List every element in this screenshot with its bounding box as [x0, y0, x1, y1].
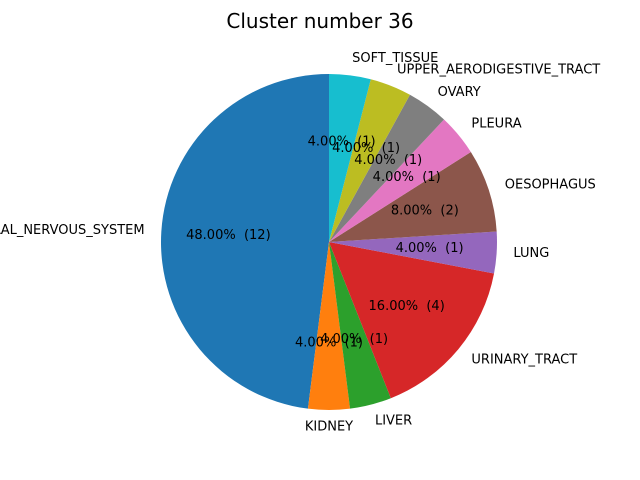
- slice-percent-lung: 4.00% (1): [396, 241, 464, 256]
- pie-slice-lung: [329, 231, 498, 274]
- slice-percent-central-nervous-system: 48.00% (12): [186, 228, 271, 243]
- slice-label-soft-tissue: SOFT_TISSUE: [352, 51, 438, 66]
- pie-slice-upper-aerodigestive-tract: [329, 79, 410, 242]
- chart-title: Cluster number 36: [226, 9, 413, 33]
- slice-percent-oesophagus: 8.00% (2): [391, 203, 459, 218]
- slice-percent-pleura: 4.00% (1): [373, 170, 441, 185]
- slice-percent-soft-tissue: 4.00% (1): [308, 134, 376, 149]
- pie-slice-liver: [329, 242, 391, 409]
- slice-label-urinary-tract: URINARY_TRACT: [471, 352, 577, 367]
- slice-label-pleura: PLEURA: [471, 117, 521, 132]
- slice-label-kidney: KIDNEY: [305, 419, 353, 434]
- slice-label-ovary: OVARY: [438, 85, 481, 100]
- slice-label-central-nervous-system: CENTRAL_NERVOUS_SYSTEM: [0, 223, 145, 238]
- pie-slices: [160, 74, 498, 410]
- pie-slice-kidney: [307, 242, 351, 410]
- slice-label-liver: LIVER: [375, 413, 412, 428]
- slice-label-oesophagus: OESOPHAGUS: [505, 177, 596, 192]
- slice-percent-liver: 4.00% (1): [320, 332, 388, 347]
- slice-labels: CENTRAL_NERVOUS_SYSTEM KIDNEY LIVER URINARY…: [0, 51, 600, 434]
- pie-slice-oesophagus: [329, 151, 497, 242]
- slice-label-lung: LUNG: [513, 246, 549, 261]
- pie-slice-urinary-tract: [329, 242, 495, 399]
- slice-label-upper-aerodigestive-tract: UPPER_AERODIGESTIVE_TRACT: [397, 63, 600, 78]
- pie-slice-pleura: [329, 119, 471, 242]
- slice-percent-kidney: 4.00% (1): [295, 335, 363, 350]
- slice-percent-upper-aerodigestive-tract: 4.00% (1): [332, 141, 400, 156]
- slice-percent-ovary: 4.00% (1): [354, 153, 422, 168]
- pie-slice-ovary: [329, 94, 445, 242]
- pie-slice-soft-tissue: [329, 74, 371, 242]
- pie-slice-central-nervous-system: [160, 74, 329, 409]
- slice-percent-urinary-tract: 16.00% (4): [369, 299, 445, 314]
- slice-percent-labels: 48.00% (12)4.00% (1)4.00% (1)16.00% (4)4…: [186, 134, 463, 350]
